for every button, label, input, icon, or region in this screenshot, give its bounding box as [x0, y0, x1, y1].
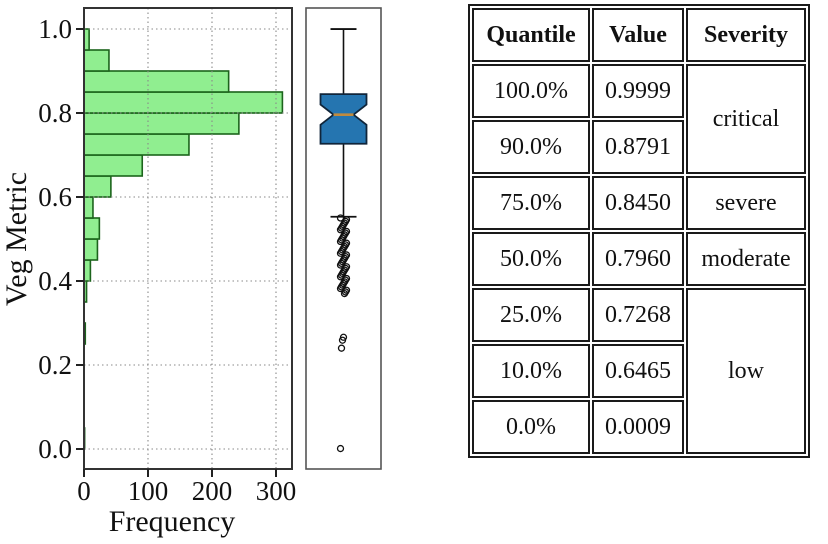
value-cell: 0.6465	[592, 344, 684, 398]
severity-cell: critical	[686, 64, 806, 174]
x-tick-label: 0	[77, 476, 91, 506]
grid-lines	[84, 8, 292, 469]
table-row: 25.0% 0.7268 low	[472, 288, 806, 454]
x-tick-label: 300	[256, 476, 297, 506]
outlier-point	[340, 289, 349, 298]
table-row: 50.0% 0.7960 moderate	[472, 232, 806, 286]
y-tick-label: 0.2	[38, 350, 72, 380]
histogram-bar	[83, 133, 190, 156]
y-tick-label: 1.0	[38, 14, 72, 44]
histogram-bar	[83, 49, 110, 72]
table-row: 10.0% 0.6465	[472, 344, 806, 398]
histogram-bar	[83, 154, 144, 177]
value-cell: 0.7268	[592, 288, 684, 342]
value-cell: 0.7960	[592, 232, 684, 286]
histogram-bar	[83, 238, 99, 261]
quantile-cell: 90.0%	[472, 120, 590, 174]
outlier-point	[338, 336, 347, 344]
boxplot-box	[319, 93, 368, 145]
severity-cell: severe	[686, 176, 806, 230]
y-axis-label: Veg Metric	[0, 172, 33, 306]
outlier-point	[336, 444, 345, 453]
boxplot-panel	[305, 7, 382, 470]
x-axis-label: Frequency	[109, 505, 236, 538]
header-severity: Severity	[686, 8, 806, 62]
table-row: 75.0% 0.8450 severe	[472, 176, 806, 230]
table-row: 0.0% 0.0009	[472, 400, 806, 454]
boxplot-outliers	[336, 214, 351, 453]
severity-cell: moderate	[686, 232, 806, 286]
y-tick-label: 0.8	[38, 98, 72, 128]
value-cell: 0.8791	[592, 120, 684, 174]
x-tick-label: 200	[192, 476, 233, 506]
x-axis-ticks: 0 100 200 300	[77, 469, 296, 506]
y-tick-label: 0.0	[38, 434, 72, 464]
quantile-cell: 10.0%	[472, 344, 590, 398]
quantile-cell: 25.0%	[472, 288, 590, 342]
distribution-figure: 1.0 0.8 0.6 0.4 0.2 0.00 100 200 300 Veg Metric Fr…	[0, 7, 382, 538]
quantile-cell: 100.0%	[472, 64, 590, 118]
y-tick-label: 0.4	[38, 266, 72, 296]
x-tick-label: 100	[128, 476, 169, 506]
y-tick-label: 0.6	[38, 182, 72, 212]
quantile-cell: 50.0%	[472, 232, 590, 286]
table-header-row: Quantile Value Severity	[472, 8, 806, 62]
histogram-bar	[83, 70, 230, 93]
value-cell: 0.0009	[592, 400, 684, 454]
table-row: 100.0% 0.9999 critical	[472, 64, 806, 174]
histogram-bar	[83, 91, 284, 114]
histogram-bar	[83, 196, 94, 219]
histogram-bars	[83, 28, 284, 450]
value-cell: 0.9999	[592, 64, 684, 118]
quantile-table: Quantile Value Severity 100.0% 0.9999 cr…	[468, 4, 810, 458]
outlier-point	[337, 344, 346, 352]
header-quantile: Quantile	[472, 8, 590, 62]
severity-cell: low	[686, 288, 806, 454]
quantile-cell: 0.0%	[472, 400, 590, 454]
table-row: 90.0% 0.8791	[472, 120, 806, 174]
y-axis-ticks: 1.0 0.8 0.6 0.4 0.2 0.0	[38, 14, 84, 464]
histogram-bar	[83, 217, 101, 240]
quantile-cell: 75.0%	[472, 176, 590, 230]
histogram-panel: 1.0 0.8 0.6 0.4 0.2 0.00 100 200 300 Veg Metric Fr…	[0, 7, 296, 538]
histogram-bar	[83, 175, 112, 198]
histogram-bar	[83, 112, 240, 135]
value-cell: 0.8450	[592, 176, 684, 230]
header-value: Value	[592, 8, 684, 62]
